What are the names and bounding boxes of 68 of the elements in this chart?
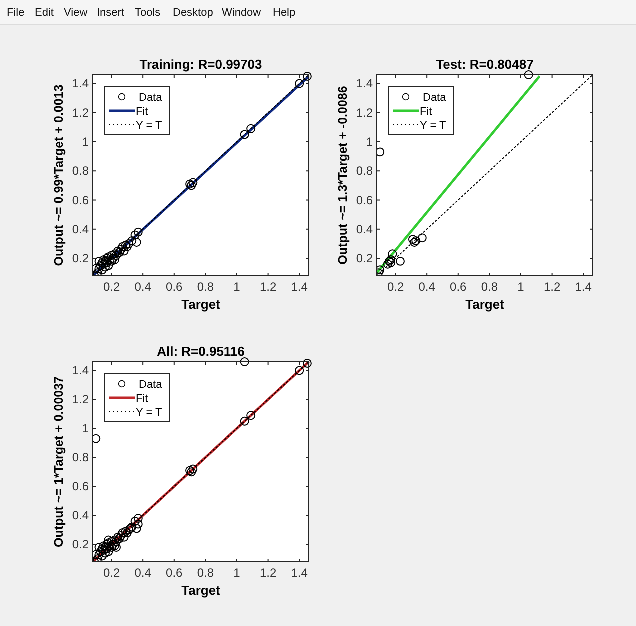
y-tick-label: 1.4 <box>72 364 90 378</box>
y-tick-label: 0.4 <box>72 222 90 236</box>
x-tick-label: 0.4 <box>134 566 152 580</box>
text: Window <box>222 7 262 19</box>
y-tick-label: 1.2 <box>72 106 90 120</box>
x-tick-label: 1.4 <box>575 280 592 294</box>
legend-label: Y = T <box>136 120 162 132</box>
x-tick-label: 1 <box>518 280 525 294</box>
legend-label: Data <box>139 92 164 104</box>
legend-label: Fit <box>136 393 148 405</box>
y-tick-label: 0.6 <box>72 480 90 494</box>
x-tick-label: 0.6 <box>166 566 184 580</box>
text: Desktop <box>173 7 214 19</box>
legend-label: Fit <box>420 106 432 118</box>
y-tick-label: 0.8 <box>72 450 90 465</box>
y-axis-title: Output ~= 1.3*Target + -0.0086 <box>336 86 350 265</box>
text: Help <box>273 7 296 19</box>
x-tick-label: 0.2 <box>103 566 120 580</box>
y-tick-label: 1.2 <box>356 106 374 120</box>
x-tick-label: 0.4 <box>418 280 436 294</box>
y-tick-label: 0.6 <box>72 193 90 208</box>
y-tick-label: 0.2 <box>72 538 90 552</box>
y-tick-label: 0.6 <box>356 193 374 208</box>
y-axis-title: Output ~= 1*Target + 0.00037 <box>52 376 66 548</box>
y-tick-label: 1.4 <box>356 76 374 91</box>
y-tick-label: 1 <box>82 422 90 436</box>
x-tick-label: 0.8 <box>197 566 214 580</box>
chart-title: Training: R=0.99703 <box>140 57 262 72</box>
y-tick-label: 1.2 <box>72 392 90 407</box>
y-tick-label: 0.2 <box>72 252 90 266</box>
x-tick-label: 1 <box>234 566 241 580</box>
y-tick-label: 1.4 <box>72 76 90 91</box>
x-tick-label: 0.2 <box>103 280 120 294</box>
x-tick-label: 1.2 <box>260 566 277 580</box>
chart-title: All: R=0.95116 <box>157 344 245 359</box>
x-tick-label: 1.2 <box>260 280 277 294</box>
text: Tools <box>135 7 162 19</box>
x-tick-label: 0.8 <box>481 280 498 294</box>
x-axis-title: Target <box>182 297 222 312</box>
x-axis-title: Target <box>466 297 506 312</box>
x-tick-label: 0.6 <box>450 280 468 294</box>
x-tick-label: 1.4 <box>291 566 308 580</box>
x-axis-title: Target <box>182 583 222 598</box>
y-axis-title: Output ~= 0.99*Target + 0.0013 <box>52 84 66 266</box>
text: View <box>64 7 88 19</box>
legend-label: Y = T <box>136 407 162 419</box>
text: Edit <box>35 7 54 19</box>
y-tick-label: 0.4 <box>72 508 90 523</box>
legend-label: Data <box>139 379 164 391</box>
chart-title: Test: R=0.80487 <box>436 57 534 72</box>
y-tick-label: 0.8 <box>356 164 374 178</box>
text: Insert <box>97 7 125 19</box>
y-tick-label: 0.4 <box>356 222 374 236</box>
x-tick-label: 1.2 <box>544 280 561 294</box>
y-tick-label: 0.2 <box>356 252 374 266</box>
legend-label: Fit <box>136 106 148 118</box>
x-tick-label: 0.2 <box>387 280 404 294</box>
x-tick-label: 1 <box>234 280 241 294</box>
x-tick-label: 1.4 <box>291 280 308 294</box>
y-tick-label: 0.8 <box>72 164 90 178</box>
y-tick-label: 1 <box>82 135 90 149</box>
x-tick-label: 0.4 <box>134 280 152 294</box>
x-tick-label: 0.8 <box>197 280 214 294</box>
text: File <box>7 7 25 19</box>
legend-label: Data <box>423 92 448 104</box>
legend-label: Y = T <box>420 120 446 132</box>
y-tick-label: 1 <box>366 135 374 149</box>
x-tick-label: 0.6 <box>166 280 184 294</box>
